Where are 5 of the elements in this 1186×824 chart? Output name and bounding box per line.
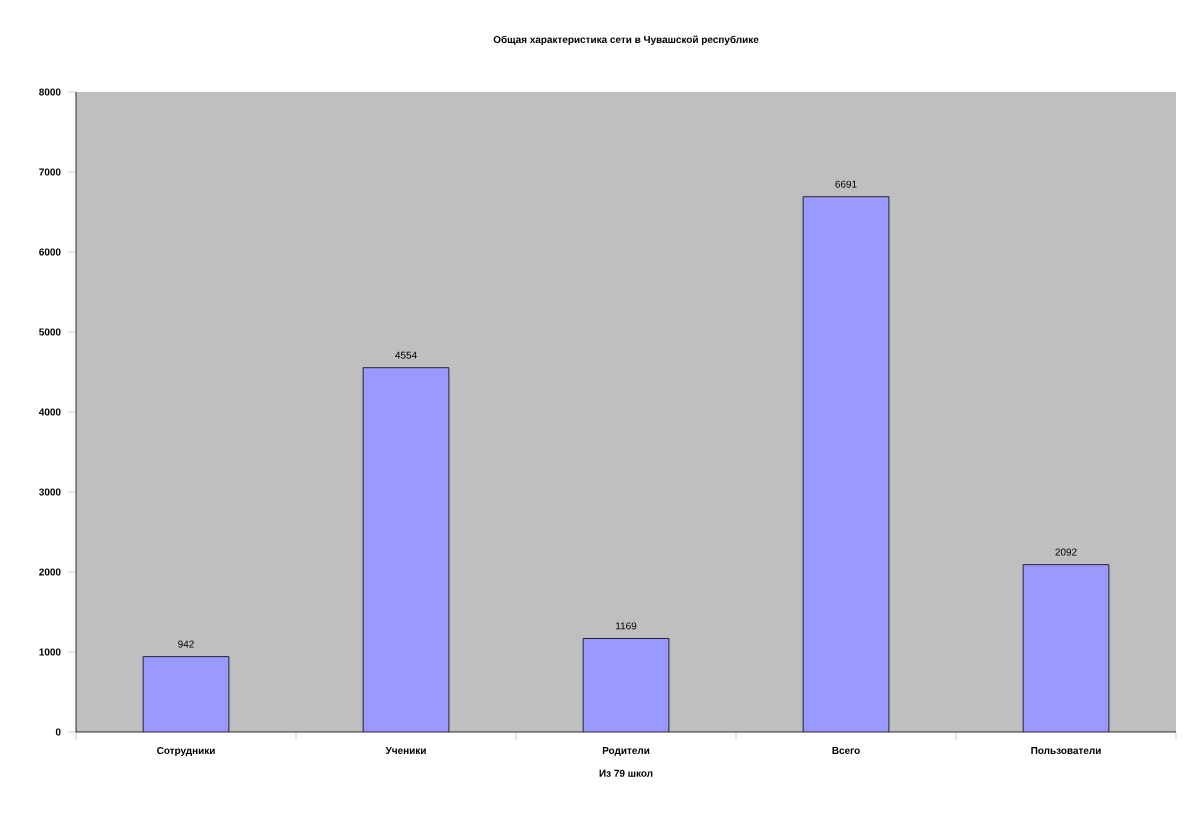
bar xyxy=(143,656,229,732)
bar xyxy=(803,196,889,732)
bar xyxy=(363,367,449,732)
bar xyxy=(583,638,669,732)
bar xyxy=(1022,564,1110,732)
